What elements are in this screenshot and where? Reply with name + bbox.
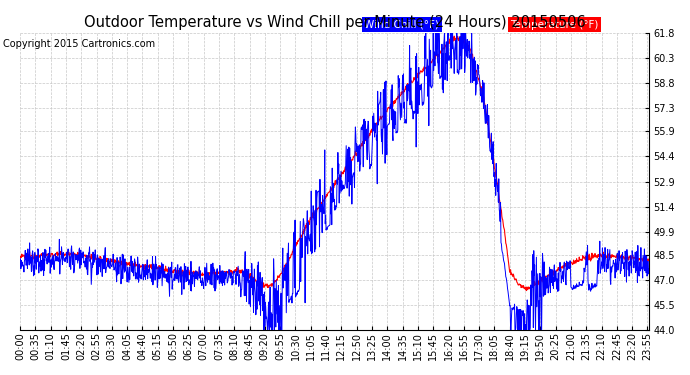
Text: Wind Chill (°F): Wind Chill (°F) [364, 20, 440, 30]
Text: Temperature (°F): Temperature (°F) [511, 20, 599, 30]
Text: Copyright 2015 Cartronics.com: Copyright 2015 Cartronics.com [3, 39, 155, 50]
Title: Outdoor Temperature vs Wind Chill per Minute (24 Hours) 20150506: Outdoor Temperature vs Wind Chill per Mi… [83, 15, 586, 30]
